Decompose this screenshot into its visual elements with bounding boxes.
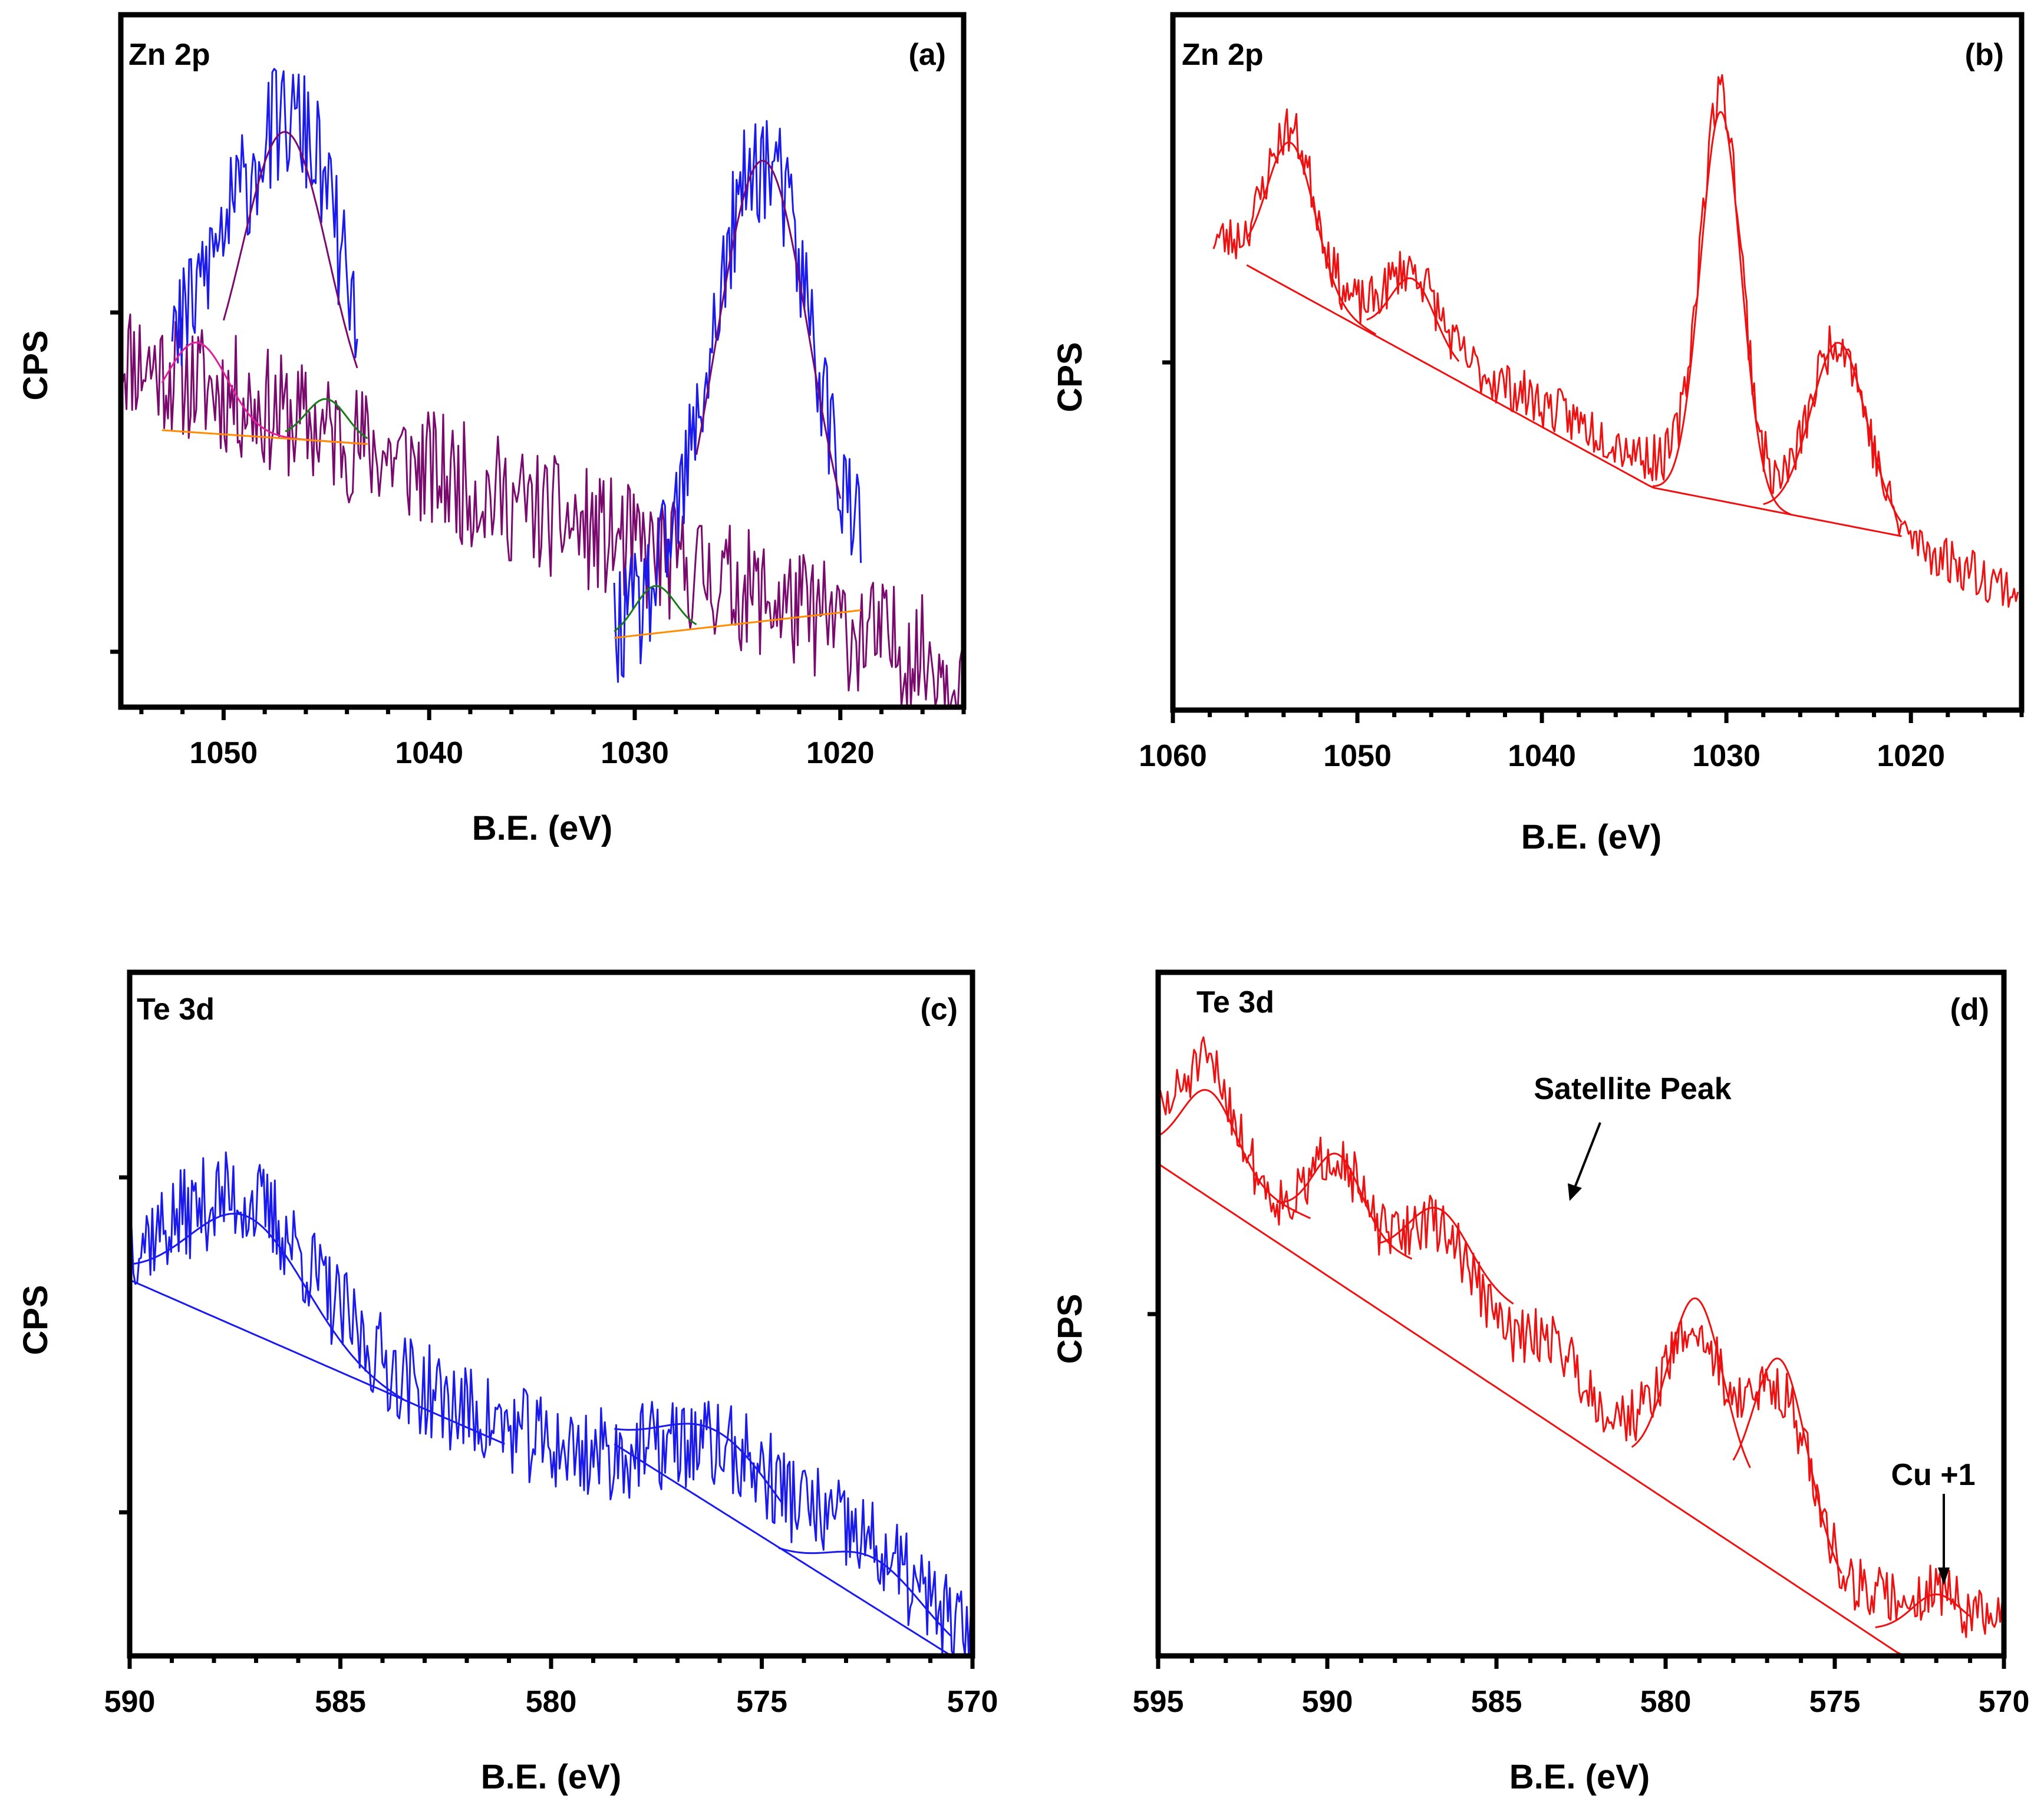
x-tick-label: 580: [1640, 1685, 1692, 1719]
annotation-satellite-peak: Satellite Peak: [1534, 1072, 1731, 1106]
x-tick-label: 590: [1302, 1685, 1353, 1719]
panel-a: 1050 1040 1030 1020 Zn 2p (a) B.E. (eV) CPS: [17, 12, 967, 847]
series-fit-589-7-ev: [1276, 1153, 1413, 1260]
panel-label: (d): [1950, 992, 1989, 1027]
annotation-satellite-arrow: [1572, 1122, 1601, 1191]
panel-title: Zn 2p: [128, 38, 210, 72]
axis-ticks: [1148, 1312, 2006, 1669]
series-raw-data-blue-: [171, 68, 358, 367]
x-tick-labels: 1050 1040 1030 1020: [190, 736, 875, 770]
series-fit-571-9-ev: [1875, 1593, 1971, 1628]
x-tick-label: 575: [1809, 1685, 1861, 1719]
x-axis-label: B.E. (eV): [472, 809, 613, 847]
series-fit-1030-3-ev: [1652, 111, 1792, 516]
series-fit-593-5-ev: [1158, 1089, 1311, 1219]
axis-ticks: [119, 1175, 975, 1669]
series-background-2: [614, 609, 861, 639]
series-raw-envelope-purple-: [120, 314, 965, 707]
series-fit-586-7-ev: [1377, 1207, 1514, 1305]
x-tick-label: 570: [1979, 1685, 2030, 1719]
y-axis-label: CPS: [1051, 1293, 1089, 1364]
x-tick-labels: 590 585 580 575 570: [104, 1685, 998, 1719]
plot-frame: [118, 12, 967, 710]
series-raw-data: [1212, 74, 2019, 608]
plot-frame: [1170, 12, 2025, 713]
panel-b: 1060 1050 1040 1030 1020 Zn 2p (b) B.E. (eV)…: [1051, 12, 2025, 856]
panel-title: Te 3d: [137, 992, 215, 1027]
x-tick-label: 575: [736, 1685, 787, 1719]
panel-d: 595 590 585 580 575 570 Te 3d (d) B.E. (eV) C…: [1051, 969, 2030, 1796]
plot-lines: [128, 1151, 974, 1656]
series-background: [1246, 264, 1902, 537]
series-fit-1053-6-ev: [1245, 141, 1377, 335]
x-tick-label: 585: [1471, 1685, 1522, 1719]
panel-c: 590 585 580 575 570 Te 3d (c) B.E. (eV) CPS: [17, 969, 998, 1796]
series-fit-575-8-ev: [614, 1423, 784, 1505]
plot-lines: [120, 68, 965, 707]
plot-lines: [1157, 1036, 2005, 1656]
x-tick-label: 1040: [395, 736, 463, 770]
panel-title: Zn 2p: [1182, 38, 1264, 72]
series-fit-587-2-ev: [129, 1213, 404, 1401]
x-tick-label: 585: [315, 1685, 366, 1719]
series-fit-component-1045-ev: [285, 398, 368, 440]
series-fit-component-1047-ev: [222, 131, 358, 369]
x-tick-label: 1030: [1692, 739, 1761, 773]
x-tick-labels: 595 590 585 580 575 570: [1133, 1685, 2030, 1719]
series-background: [129, 1279, 505, 1445]
series-fit-component-1024-ev: [695, 160, 842, 499]
x-axis-label: B.E. (eV): [1509, 1758, 1650, 1796]
panel-label: (c): [920, 992, 958, 1027]
x-tick-label: 570: [947, 1685, 998, 1719]
x-tick-label: 1020: [806, 736, 875, 770]
series-raw-data-blue-2: [613, 120, 862, 683]
panel-label: (b): [1965, 38, 2004, 72]
series-fit-576-6-ev: [1732, 1357, 1842, 1574]
panel-title: Te 3d: [1196, 985, 1274, 1019]
x-tick-label: 590: [104, 1685, 156, 1719]
axis-ticks: [1162, 360, 2024, 723]
x-axis-label: B.E. (eV): [1521, 818, 1662, 856]
plot-lines: [1212, 74, 2019, 608]
series-background: [1158, 1163, 1903, 1656]
annotation-satellite-arrowhead: [1568, 1183, 1582, 1201]
panel-label: (a): [908, 38, 946, 72]
x-axis-label: B.E. (eV): [481, 1758, 622, 1796]
annotation-cu-plus-one: Cu +1: [1891, 1458, 1975, 1492]
x-tick-label: 1040: [1508, 739, 1576, 773]
x-tick-label: 1050: [190, 736, 258, 770]
y-axis-label: CPS: [17, 330, 55, 400]
annotation-cu-arrowhead: [1938, 1568, 1950, 1585]
x-tick-labels: 1060 1050 1040 1030 1020: [1139, 739, 1945, 773]
x-tick-label: 1030: [601, 736, 669, 770]
x-tick-label: 595: [1133, 1685, 1184, 1719]
series-fit-579-1-ev: [1631, 1297, 1751, 1468]
axis-ticks: [110, 310, 966, 720]
x-tick-label: 580: [526, 1685, 577, 1719]
series-fit-1047-ev: [1366, 277, 1460, 362]
series-fit-572-3-ev: [778, 1547, 952, 1638]
series-fit-component-1029-ev: [614, 585, 697, 632]
series-raw-data: [1157, 1036, 2005, 1638]
x-tick-label: 1020: [1877, 739, 1945, 773]
series-fit-1023-9-ev: [1763, 342, 1903, 523]
y-axis-label: CPS: [1051, 342, 1089, 412]
series-background: [161, 429, 368, 445]
series-raw-data: [128, 1151, 974, 1656]
x-tick-label: 1060: [1139, 739, 1207, 773]
y-axis-label: CPS: [17, 1285, 55, 1355]
x-tick-label: 1050: [1323, 739, 1392, 773]
